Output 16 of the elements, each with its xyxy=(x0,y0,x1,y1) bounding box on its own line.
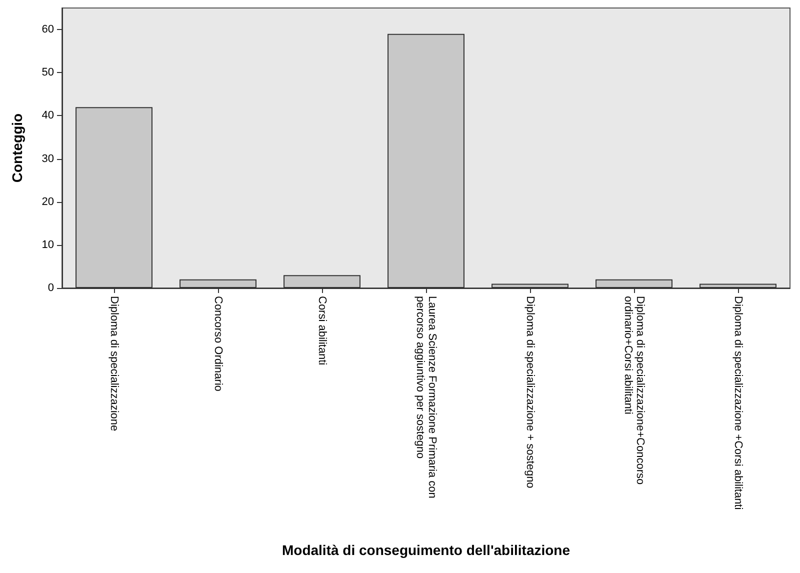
x-tick-label: Diploma di specializzazione+Concorso ordinario+Corsi abilitanti xyxy=(622,296,646,488)
x-axis-title: Modalità di conseguimento dell'abilitazione xyxy=(282,542,570,558)
x-tick-label: Diploma di specializzazione xyxy=(108,296,120,432)
y-tick-label: 20 xyxy=(42,196,54,208)
x-tick-label: Concorso Ordinario xyxy=(212,296,224,392)
y-axis-title: Conteggio xyxy=(9,113,25,183)
x-tick-label: Diploma di specializzazione + sostegno xyxy=(524,296,536,488)
y-tick-label: 40 xyxy=(42,110,54,122)
y-tick-label: 10 xyxy=(42,238,54,251)
x-tick-label: Laurea Scienze Formazione Primaria con percorso aggiuntivo per sostegno xyxy=(414,296,438,502)
y-tick-label: 60 xyxy=(42,24,54,36)
y-tick-label: 50 xyxy=(42,66,54,79)
y-tick-label: 30 xyxy=(42,152,54,165)
x-tick-label: Corsi abilitanti xyxy=(316,296,328,366)
x-tick-label: Diploma di specializzazione +Corsi abilitanti xyxy=(732,296,744,510)
y-tick-label: 0 xyxy=(48,282,54,294)
